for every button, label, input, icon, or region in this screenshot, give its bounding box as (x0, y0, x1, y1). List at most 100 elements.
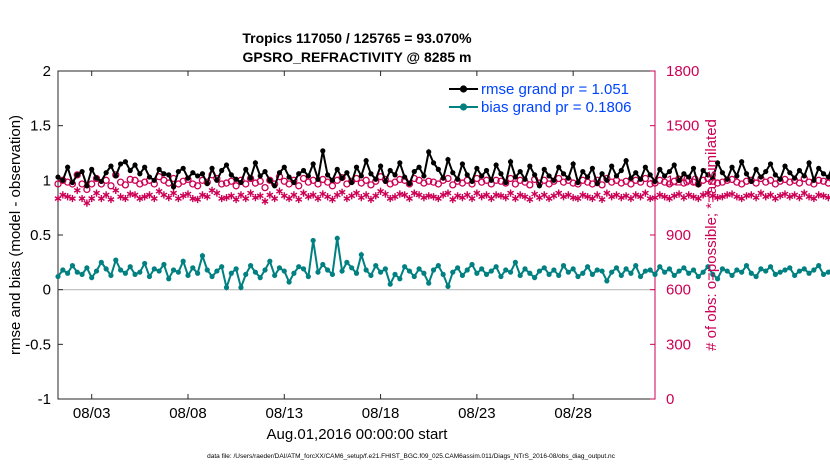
rmse-point (642, 164, 648, 170)
bias-point (517, 272, 523, 279)
bias-point (647, 267, 653, 273)
obs-assimilated-point (507, 189, 515, 197)
rmse-point (714, 160, 721, 166)
obs-assimilated-point (444, 189, 452, 197)
obs-possible-point (362, 176, 370, 184)
rmse-point (445, 156, 451, 163)
bias-point (252, 269, 258, 275)
bias-point (700, 269, 706, 275)
bias-point (84, 265, 90, 271)
bias-point (219, 264, 225, 270)
bias-point (556, 272, 562, 279)
obs-assimilated-point (709, 192, 717, 200)
rmse-point (161, 171, 167, 177)
obs-assimilated-point (170, 189, 178, 197)
rmse-point (763, 168, 769, 175)
obs-assimilated-point (338, 188, 346, 196)
bias-point (642, 268, 648, 274)
bias-point (584, 264, 591, 270)
bias-point (551, 267, 557, 273)
bias-point (657, 264, 663, 270)
bias-point (79, 271, 85, 277)
rmse-point (223, 162, 230, 168)
rmse-point (743, 171, 750, 177)
obs-assimilated-point (776, 192, 784, 200)
bias-point (628, 270, 634, 276)
obs-assimilated-point (608, 193, 616, 201)
obs-assimilated-point (439, 191, 447, 199)
bias-point (748, 270, 754, 276)
bias-point (580, 270, 586, 276)
bias-point (613, 265, 620, 271)
bias-point (108, 272, 114, 279)
rmse-point (55, 174, 61, 180)
rmse-point (719, 170, 726, 176)
obs-assimilated-point (579, 191, 587, 199)
rmse-point (613, 173, 620, 179)
bias-point (705, 264, 711, 270)
bias-point (127, 264, 133, 270)
obs-assimilated-point (603, 189, 611, 197)
obs-assimilated-point (88, 194, 96, 203)
obs-assimilated-point (502, 194, 510, 202)
obs-assimilated-point (367, 195, 375, 204)
obs-assimilated-point (795, 194, 803, 202)
rmse-point (734, 173, 740, 179)
obs-possible-point (449, 181, 457, 189)
bias-point (743, 263, 750, 269)
rmse-point (686, 174, 692, 180)
bias-point (474, 270, 480, 276)
bias-point (363, 267, 369, 273)
obs-possible-point (752, 179, 760, 187)
obs-assimilated-point (656, 191, 664, 199)
obs-possible-point (73, 171, 81, 179)
bias-point (373, 263, 379, 269)
rmse-point (522, 176, 528, 182)
rmse-point (426, 149, 432, 155)
rmse-point (609, 163, 615, 169)
obs-assimilated-point (593, 191, 601, 199)
bias-point (652, 271, 658, 277)
obs-assimilated-point (526, 195, 534, 204)
rmse-point (729, 164, 735, 170)
obs-assimilated-point (271, 194, 279, 203)
obs-possible-point (227, 177, 235, 185)
rmse-point (296, 171, 302, 177)
rmse-point (65, 164, 71, 170)
x-tick-label: 08/28 (554, 405, 592, 422)
obs-assimilated-point (203, 193, 211, 201)
obs-assimilated-point (131, 191, 139, 199)
rmse-point (676, 177, 682, 183)
rmse-point (633, 170, 639, 176)
obs-assimilated-point (641, 189, 649, 197)
bias-point (262, 267, 268, 273)
rmse-point (536, 183, 543, 189)
bias-point (724, 268, 730, 274)
rmse-point (565, 175, 571, 181)
rmse-point (209, 165, 215, 171)
rmse-point (69, 179, 76, 186)
obs-assimilated-point (121, 194, 129, 203)
obs-possible-point (126, 175, 134, 184)
bias-point (93, 268, 100, 274)
bias-point (758, 266, 764, 272)
rmse-point (166, 172, 172, 178)
y2-tick-label: 0 (666, 391, 674, 408)
rmse-point (60, 177, 66, 183)
x-axis-label: Aug.01,2016 00:00:00 start (267, 426, 449, 443)
bias-point (228, 270, 234, 276)
bias-point (681, 265, 687, 271)
obs-assimilated-point (232, 195, 240, 204)
y-tick-label: 1.5 (30, 118, 51, 135)
bias-point (247, 263, 254, 269)
legend-bias-marker (459, 103, 468, 111)
bias-point (570, 266, 576, 272)
bias-point (233, 266, 239, 272)
obs-assimilated-point (155, 187, 163, 195)
rmse-point (228, 172, 234, 178)
rmse-point (122, 159, 129, 165)
obs-assimilated-point (560, 193, 567, 201)
rmse-point (666, 168, 673, 175)
bias-point (137, 269, 143, 275)
bias-point (666, 266, 673, 272)
